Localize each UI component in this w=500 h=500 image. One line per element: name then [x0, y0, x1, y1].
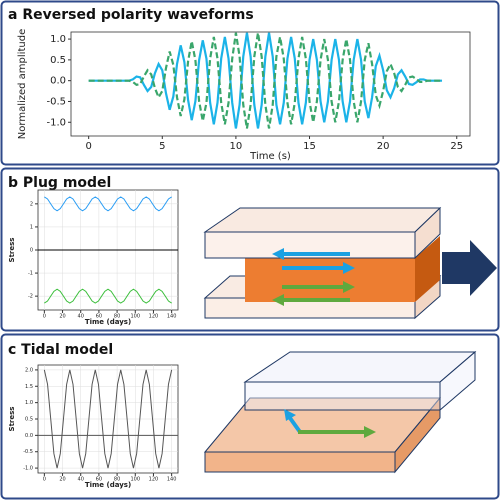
data-line	[88, 32, 443, 129]
y-tick-label: -0.5	[23, 449, 33, 455]
bottom-slab-side	[394, 396, 441, 474]
y-tick-label: -0.5	[46, 96, 66, 107]
x-tick-label: 80	[114, 314, 120, 320]
y-axis-label: Normalized amplitude	[17, 29, 28, 139]
arrow-head	[272, 248, 284, 260]
y-tick-label: -2	[28, 294, 33, 300]
panel-title: a Reversed polarity waveforms	[8, 7, 254, 23]
x-tick-label: 60	[96, 314, 102, 320]
y-tick-label: 0	[30, 248, 33, 254]
x-tick-label: 15	[303, 141, 316, 152]
chart: c Tidal model -1.0 -0.5 0.0 0.5 1.0 1.5 2.0 0 20 4…	[8, 342, 179, 489]
push-arrow	[442, 240, 497, 296]
y-tick-label: 0.5	[50, 55, 66, 66]
x-tick-label: 0	[43, 477, 46, 483]
panel-frame	[0, 0, 500, 166]
arrow-head	[272, 294, 284, 306]
x-tick-label: 0	[43, 314, 46, 320]
x-tick-label: 20	[59, 314, 65, 320]
y-axis-label: Stress	[8, 407, 16, 432]
y-tick-label: 1	[30, 224, 33, 230]
x-tick-label: 100	[130, 477, 140, 483]
top-slab-side	[414, 206, 441, 260]
y-tick-label: 1.0	[50, 34, 66, 45]
top-slab-top	[203, 207, 442, 233]
x-tick-label: 120	[149, 477, 159, 483]
plug-front	[245, 258, 415, 302]
x-tick-label: 100	[130, 314, 140, 320]
data-line	[44, 288, 172, 304]
arrow-head	[343, 262, 355, 274]
arrow-head	[343, 281, 355, 293]
y-axis-label: Stress	[8, 238, 16, 263]
data-line	[88, 32, 443, 129]
data-line	[43, 369, 173, 469]
arrow-head	[284, 409, 296, 421]
y-tick-label: 2	[30, 201, 33, 207]
x-axis-label: Time (s)	[249, 151, 291, 162]
panel-title: b Plug model	[8, 175, 111, 191]
x-tick-label: 5	[159, 141, 165, 152]
x-tick-label: 60	[96, 477, 102, 483]
x-tick-label: 120	[149, 314, 159, 320]
y-tick-label: 0.5	[25, 417, 33, 423]
x-tick-label: 25	[450, 141, 463, 152]
x-tick-label: 80	[114, 477, 120, 483]
y-tick-label: -1.0	[46, 117, 66, 128]
x-tick-label: 140	[167, 314, 177, 320]
x-axis-label: Time (days)	[85, 318, 131, 326]
x-tick-label: 10	[230, 141, 243, 152]
panel-frame	[0, 167, 500, 332]
panel-frame	[0, 333, 500, 500]
y-tick-label: -1	[28, 271, 33, 277]
y-tick-label: -1.0	[23, 466, 33, 472]
top-slab-front	[204, 231, 416, 259]
tidal-diagram	[203, 350, 477, 474]
chart: a Reversed polarity waveforms -1.0 -0.5 0.0…	[8, 7, 471, 162]
x-tick-label: 40	[78, 477, 84, 483]
x-axis-label: Time (days)	[85, 481, 131, 489]
tidal-arrows	[284, 409, 376, 438]
arrow-head	[364, 426, 376, 438]
x-tick-label: 20	[377, 141, 390, 152]
panel-title: c Tidal model	[8, 342, 113, 358]
y-tick-label: 1.0	[25, 400, 33, 406]
bottom-slab-front	[204, 451, 396, 473]
x-tick-label: 20	[59, 477, 65, 483]
top-slab-top	[243, 351, 477, 383]
x-tick-label: 140	[167, 477, 177, 483]
y-tick-label: 0.0	[25, 433, 33, 439]
top-slab-front	[244, 381, 441, 411]
data-line	[44, 196, 172, 212]
top-slab-side	[439, 350, 476, 412]
x-tick-label: 40	[78, 314, 84, 320]
y-tick-label: 1.5	[25, 384, 33, 390]
y-tick-label: 2.0	[25, 367, 33, 373]
arrow	[288, 416, 302, 434]
plug-diagram	[203, 206, 497, 320]
y-tick-label: 0.0	[50, 76, 66, 87]
plug-arrows	[272, 248, 355, 306]
x-tick-label: 0	[85, 141, 91, 152]
